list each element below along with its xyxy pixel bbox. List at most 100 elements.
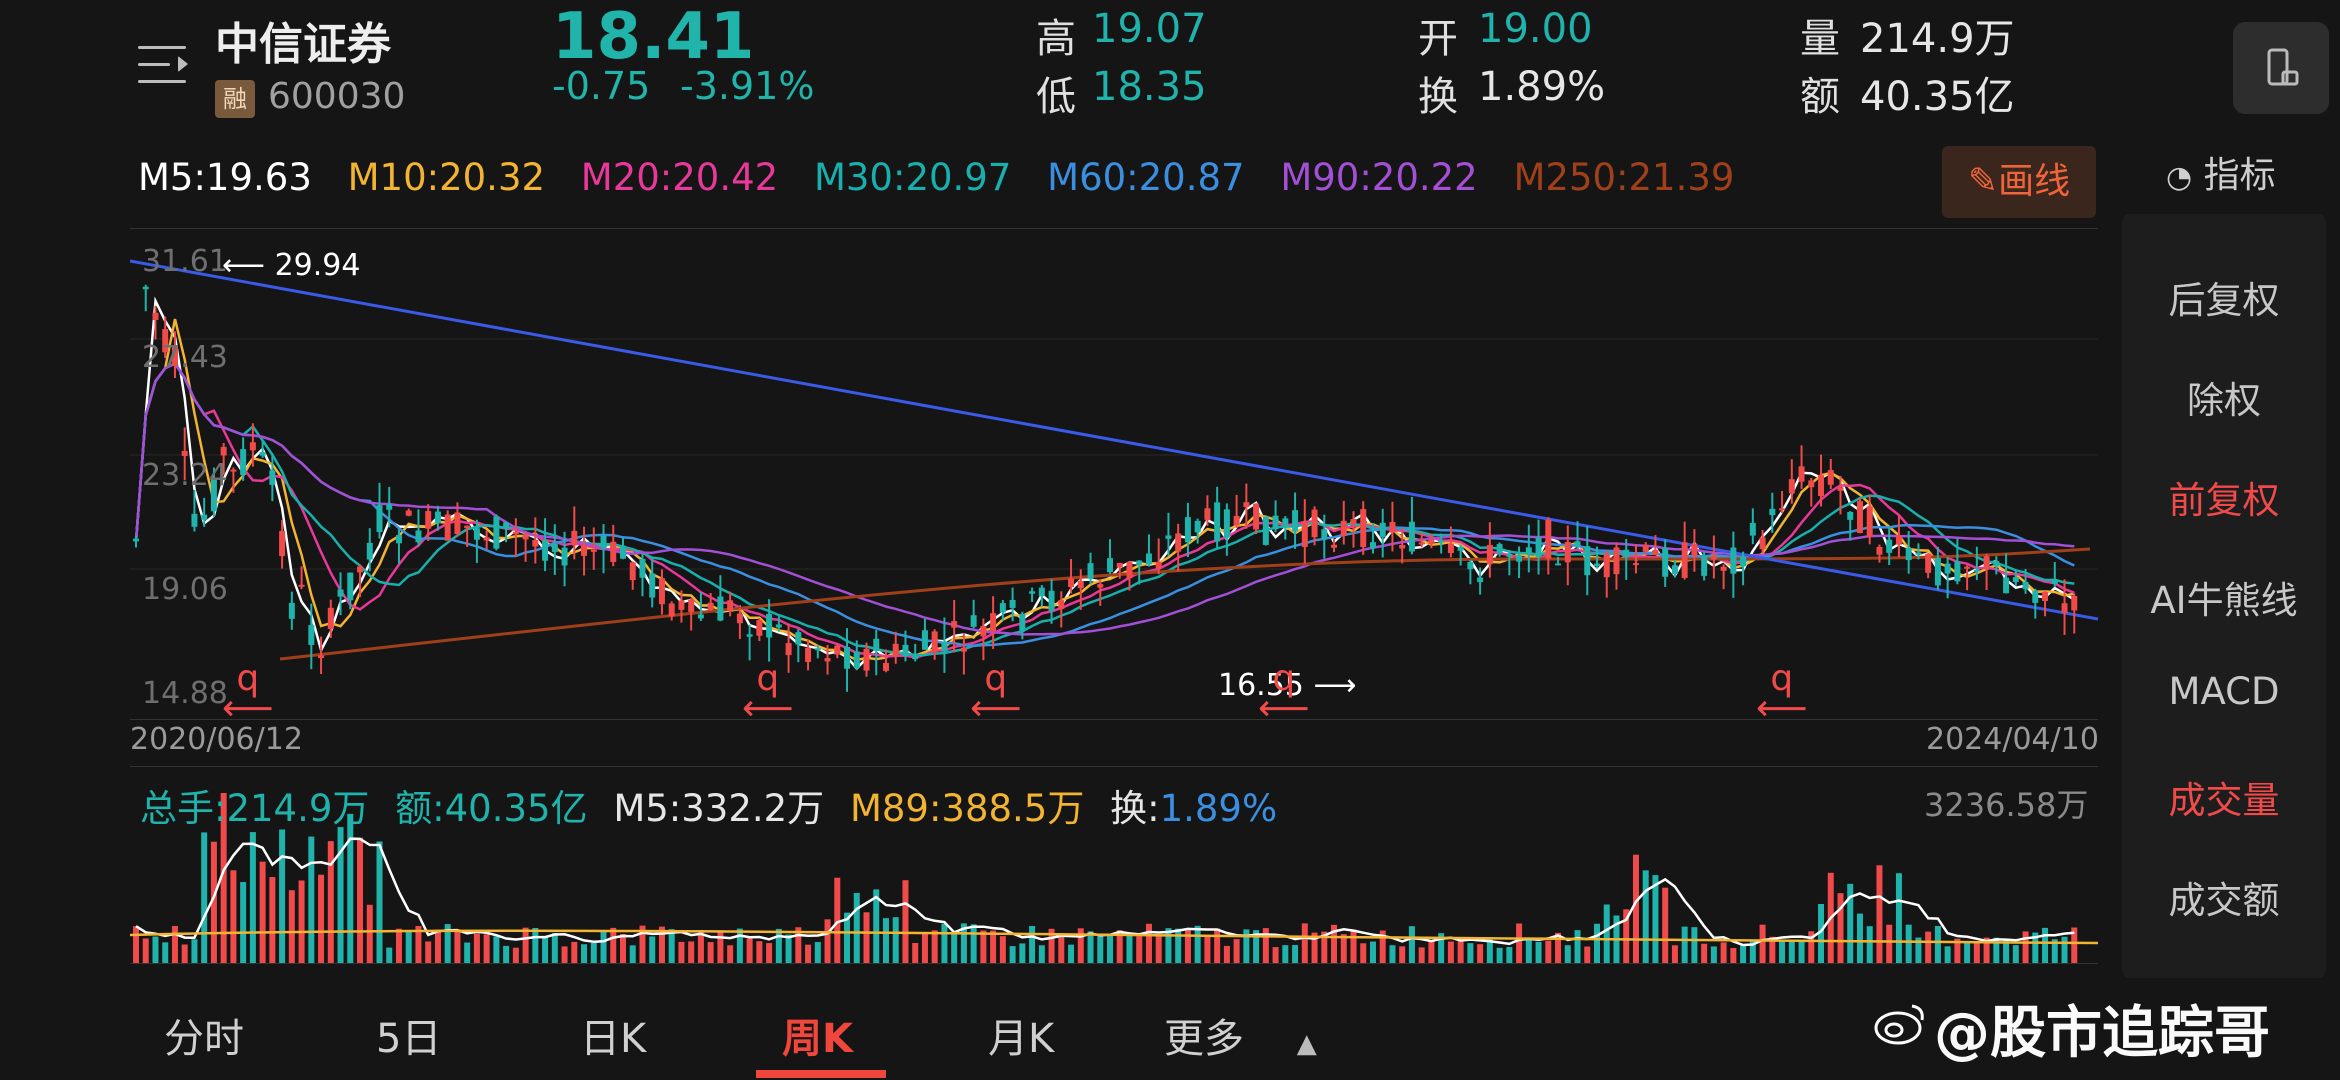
volume-bar — [308, 836, 315, 963]
q-event-marker[interactable]: q ⟵ — [1756, 658, 1808, 729]
candle-body — [1360, 509, 1367, 547]
option-volume[interactable]: 成交量 — [2168, 779, 2280, 822]
volume-bar — [1866, 926, 1873, 963]
q-event-marker[interactable]: q ⟵ — [1258, 658, 1310, 729]
volume-bar — [882, 918, 889, 963]
candle-body — [1555, 563, 1562, 566]
gauge-icon: ◔ — [2166, 160, 2193, 195]
volume-bar — [1038, 945, 1045, 963]
option-pre-adjusted[interactable]: 前复权 — [2168, 479, 2280, 522]
volume-bar — [1077, 928, 1084, 963]
volume-bar — [1262, 928, 1269, 963]
candle-body — [960, 647, 967, 652]
candle-body — [882, 662, 889, 671]
tab-intraday[interactable]: 分时 — [164, 1016, 244, 1062]
candle-body — [1934, 557, 1941, 586]
option-ex-rights[interactable]: 除权 — [2187, 379, 2261, 422]
volume-bar — [1895, 873, 1902, 963]
volume-bar — [522, 927, 529, 963]
volume-bar — [1292, 945, 1299, 963]
volume-bar — [795, 927, 802, 963]
candle-body — [1701, 556, 1708, 576]
volume-bar — [1759, 924, 1766, 963]
volume-bar — [191, 939, 198, 963]
candle-body — [1954, 561, 1961, 582]
watermark-text: @股市追踪哥 — [1934, 1001, 2270, 1066]
volume-bar — [980, 930, 987, 963]
volume-bar — [532, 927, 539, 963]
ma90-line — [134, 362, 2075, 636]
volume-label: 量 — [1800, 16, 1840, 62]
ma-legend: M5:19.63 M10:20.32 M20:20.42 M30:20.97 M… — [138, 156, 1758, 199]
volume-bar — [337, 827, 344, 963]
margin-badge: 融 — [215, 80, 255, 118]
candle-body — [892, 643, 899, 657]
weekly-kline-chart[interactable] — [130, 228, 2098, 720]
tab-monthly-k[interactable]: 月K — [988, 1016, 1055, 1062]
volume-bar — [210, 841, 217, 963]
volume-bar — [1311, 932, 1318, 963]
tab-weekly-k[interactable]: 周K — [782, 1016, 853, 1062]
volume-bar — [960, 923, 967, 963]
volume-value: 214.9万 — [1860, 16, 2015, 62]
draw-line-button[interactable]: ✎画线 — [1942, 146, 2096, 218]
volume-bar — [269, 877, 276, 963]
volume-bar — [2061, 936, 2068, 963]
candle-body — [571, 530, 578, 546]
volume-bar — [347, 813, 354, 963]
option-post-adjusted[interactable]: 后复权 — [2168, 279, 2280, 322]
landscape-toggle-button[interactable] — [2233, 22, 2329, 114]
volume-bar — [756, 941, 763, 963]
candle-body — [1837, 487, 1844, 491]
candle-body — [766, 613, 773, 638]
volume-turnover-value: 1.89% — [1159, 787, 1278, 830]
ma20-value: M20:20.42 — [580, 156, 779, 199]
volume-bar — [785, 934, 792, 963]
low-value: 18.35 — [1092, 64, 1207, 110]
volume-bar — [2003, 939, 2010, 963]
candle-body — [1788, 479, 1795, 494]
stock-code: 600030 — [268, 76, 406, 117]
candle-body — [1048, 590, 1055, 611]
q-event-marker[interactable]: q ⟵ — [222, 658, 274, 729]
option-ai-bull-bear[interactable]: AI牛熊线 — [2150, 579, 2298, 622]
volume-bar — [1730, 947, 1737, 963]
candle-body — [2071, 595, 2078, 611]
candle-body — [366, 542, 373, 560]
q-event-marker[interactable]: q ⟵ — [742, 658, 794, 729]
candle-body — [951, 621, 958, 628]
price-change-percent: -3.91% — [680, 64, 815, 108]
candle-body — [697, 614, 704, 619]
q-event-marker[interactable]: q ⟵ — [970, 658, 1022, 729]
candle-body — [1311, 509, 1318, 538]
tab-daily-k[interactable]: 日K — [580, 1016, 647, 1062]
volume-ma5: M5:332.2万 — [613, 787, 825, 830]
volume-max-label: 3236.58万 — [1924, 786, 2089, 824]
tab-more-label: 更多 — [1164, 1016, 1244, 1062]
volume-bar — [1204, 936, 1211, 963]
candle-body — [717, 596, 724, 621]
candle-body — [629, 562, 636, 581]
volume-bar — [249, 832, 256, 963]
tab-more[interactable]: 更多 ▲ — [1164, 1006, 1317, 1064]
volume-bar — [327, 841, 334, 963]
volume-bar — [1467, 943, 1474, 963]
candle-body — [1652, 549, 1659, 555]
candle-body — [2042, 591, 2049, 601]
volume-bar — [639, 925, 646, 963]
candle-body — [863, 648, 870, 671]
menu-icon[interactable] — [138, 46, 190, 86]
option-amount[interactable]: 成交额 — [2168, 879, 2280, 922]
price-change: -0.75 — [552, 64, 651, 108]
volume-amount: 额:40.35亿 — [395, 787, 588, 830]
candle-body — [1331, 544, 1338, 548]
volume-chart[interactable] — [130, 766, 2098, 964]
option-macd[interactable]: MACD — [2168, 670, 2280, 713]
indicator-button[interactable]: ◔ 指标 — [2166, 146, 2276, 198]
candle-body — [795, 632, 802, 645]
tab-5day[interactable]: 5日 — [376, 1016, 442, 1062]
volume-bar — [464, 942, 471, 963]
volume-bar — [503, 945, 510, 963]
candle-body — [1107, 558, 1113, 573]
volume-bar — [717, 931, 724, 963]
